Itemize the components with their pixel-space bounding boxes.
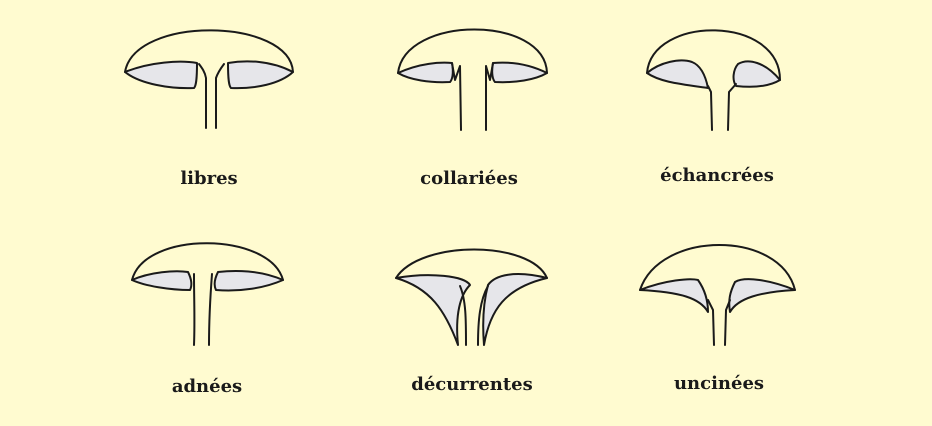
gill-left [646,59,709,89]
mushroom-echancrees-illustration [646,29,781,131]
label-libres: libres [180,168,238,189]
label-collariees: collariées [420,168,518,189]
gill-right [213,269,284,292]
mushroom-collariees-illustration [397,28,548,131]
gill-right [482,273,548,346]
mushroom-adnees-illustration [131,242,284,346]
mushroom-uncinees-illustration [639,244,796,346]
mushroom-libres-illustration [124,29,294,129]
label-uncinees: uncinées [673,373,765,394]
gill-right [491,61,548,84]
mushroom-decurrentes-illustration [395,248,548,346]
gill-left [124,60,198,90]
gill-right [732,60,781,88]
label-echancrees: échancrées [660,165,774,186]
gill-right [227,60,294,90]
gill-left [397,61,454,84]
gill-right [728,278,796,313]
gill-left [131,270,193,291]
label-adnees: adnées [171,376,243,397]
gill-left [639,278,709,313]
label-decurrentes: décurrentes [411,374,533,395]
gill-left [395,274,471,346]
